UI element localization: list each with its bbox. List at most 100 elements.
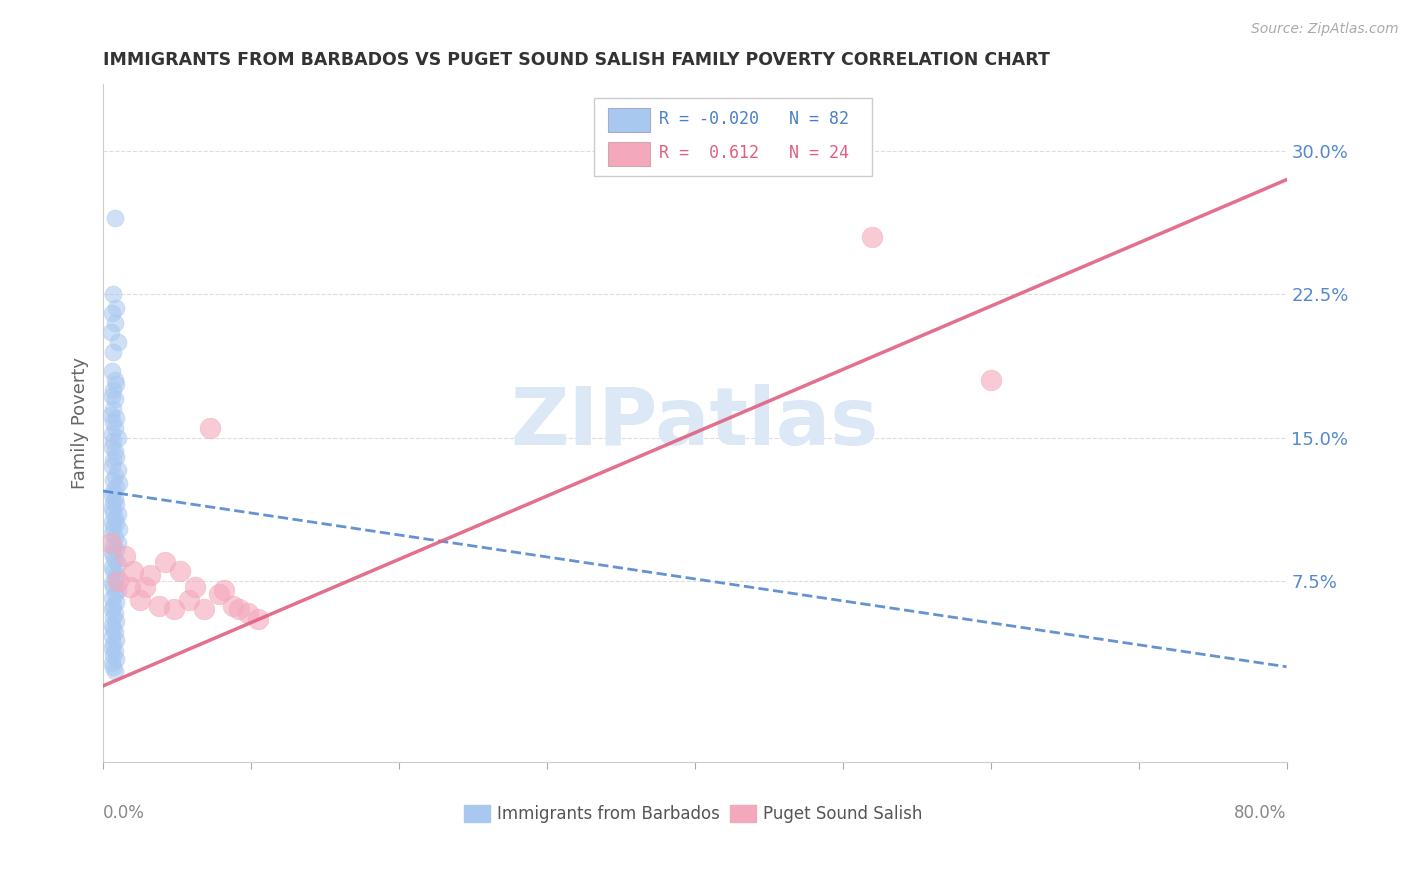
Point — [107, 574, 129, 588]
Point — [103, 610, 125, 624]
Point — [103, 622, 125, 636]
Point — [103, 520, 125, 534]
Point — [101, 440, 124, 454]
Point — [101, 426, 124, 441]
Point — [104, 607, 127, 621]
Point — [103, 540, 125, 554]
Point — [101, 575, 124, 590]
Point — [103, 287, 125, 301]
Point — [139, 568, 162, 582]
Point — [105, 568, 128, 582]
Point — [104, 491, 127, 506]
FancyBboxPatch shape — [730, 805, 756, 822]
Point — [129, 593, 152, 607]
Point — [107, 507, 129, 521]
Point — [169, 564, 191, 578]
Point — [104, 553, 127, 567]
Point — [101, 515, 124, 529]
Point — [980, 373, 1002, 387]
FancyBboxPatch shape — [464, 805, 491, 822]
Point — [101, 388, 124, 402]
Point — [101, 629, 124, 643]
Point — [184, 580, 207, 594]
Point — [105, 633, 128, 648]
Point — [104, 468, 127, 483]
Point — [104, 211, 127, 225]
Point — [107, 557, 129, 571]
Point — [107, 535, 129, 549]
Point — [104, 644, 127, 658]
Point — [107, 583, 129, 598]
Point — [101, 591, 124, 605]
Point — [163, 602, 186, 616]
Point — [104, 530, 127, 544]
Point — [103, 401, 125, 416]
Point — [105, 595, 128, 609]
Point — [101, 602, 124, 616]
Point — [103, 580, 125, 594]
Point — [236, 607, 259, 621]
Point — [222, 599, 245, 613]
Point — [247, 612, 270, 626]
Text: Source: ZipAtlas.com: Source: ZipAtlas.com — [1251, 22, 1399, 37]
Point — [101, 488, 124, 502]
Text: IMMIGRANTS FROM BARBADOS VS PUGET SOUND SALISH FAMILY POVERTY CORRELATION CHART: IMMIGRANTS FROM BARBADOS VS PUGET SOUND … — [103, 51, 1050, 69]
Point — [105, 411, 128, 425]
Point — [860, 230, 883, 244]
Point — [121, 564, 143, 578]
Point — [118, 580, 141, 594]
Point — [103, 659, 125, 673]
Point — [105, 480, 128, 494]
Point — [104, 625, 127, 640]
Point — [101, 656, 124, 670]
Point — [105, 497, 128, 511]
Point — [103, 637, 125, 651]
Point — [104, 664, 127, 678]
Point — [101, 526, 124, 541]
Point — [101, 640, 124, 655]
Point — [107, 431, 129, 445]
Point — [104, 421, 127, 435]
Point — [114, 549, 136, 563]
Point — [100, 535, 122, 549]
Point — [104, 587, 127, 601]
Point — [101, 306, 124, 320]
Point — [101, 501, 124, 516]
Point — [103, 549, 125, 563]
Point — [103, 564, 125, 578]
Point — [104, 392, 127, 407]
Point — [228, 602, 250, 616]
Point — [103, 415, 125, 429]
Point — [101, 617, 124, 632]
Point — [108, 476, 131, 491]
Point — [104, 373, 127, 387]
Point — [103, 648, 125, 663]
Point — [104, 443, 127, 458]
Point — [103, 434, 125, 449]
Point — [207, 587, 229, 601]
Point — [101, 545, 124, 559]
Point — [105, 652, 128, 666]
Point — [214, 583, 236, 598]
Point — [100, 408, 122, 422]
Point — [103, 344, 125, 359]
Text: R =  0.612   N = 24: R = 0.612 N = 24 — [659, 145, 849, 162]
Point — [107, 463, 129, 477]
Point — [108, 522, 131, 536]
Point — [105, 301, 128, 315]
Point — [104, 316, 127, 330]
Point — [193, 602, 215, 616]
Point — [103, 599, 125, 613]
Point — [103, 453, 125, 467]
FancyBboxPatch shape — [595, 98, 872, 176]
Text: 0.0%: 0.0% — [103, 805, 145, 822]
Point — [103, 505, 125, 519]
Text: Immigrants from Barbados: Immigrants from Barbados — [498, 805, 720, 822]
Point — [100, 326, 122, 340]
Point — [104, 510, 127, 524]
Point — [103, 495, 125, 509]
Text: R = -0.020   N = 82: R = -0.020 N = 82 — [659, 111, 849, 128]
Point — [104, 572, 127, 586]
Point — [105, 377, 128, 392]
Point — [103, 483, 125, 498]
